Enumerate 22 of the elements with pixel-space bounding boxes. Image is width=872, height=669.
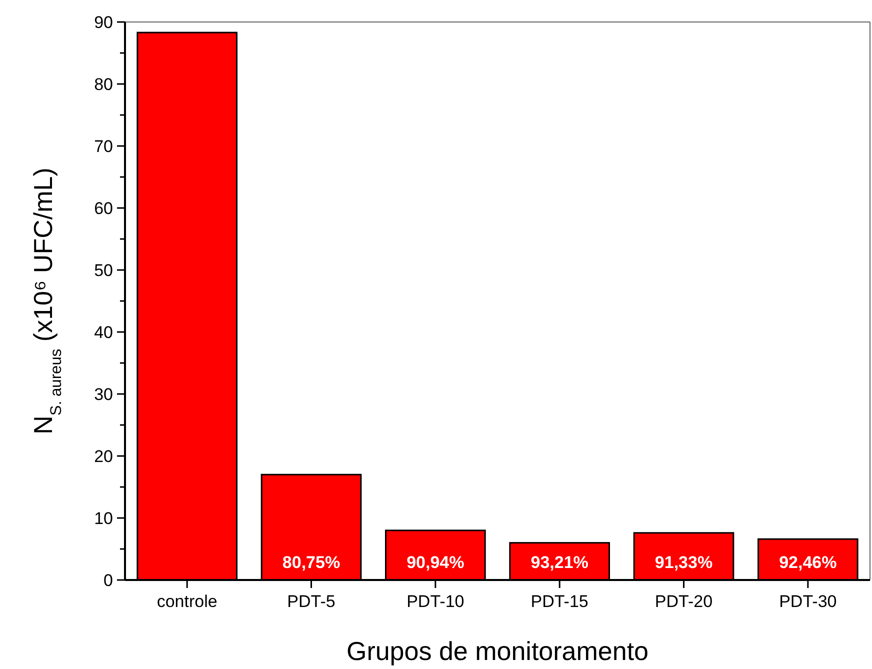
y-tick-label: 40 xyxy=(94,322,113,342)
annotation: 92,46% xyxy=(779,552,837,572)
annotation: 93,21% xyxy=(530,552,588,572)
annotation: 90,94% xyxy=(406,552,464,572)
x-tick-label: controle xyxy=(156,592,218,611)
y-tick-label: 80 xyxy=(94,74,113,94)
y-tick-label: 10 xyxy=(94,508,113,528)
y-tick-label: 0 xyxy=(104,570,113,590)
x-tick-label: PDT-20 xyxy=(654,592,713,611)
y-tick-label: 50 xyxy=(94,260,113,280)
x-tick-label: PDT-30 xyxy=(779,592,837,611)
annotation: 80,75% xyxy=(282,552,340,572)
x-tick-label: PDT-5 xyxy=(287,592,336,611)
y-tick-label: 90 xyxy=(94,12,113,32)
x-tick-label: PDT-15 xyxy=(530,592,588,611)
y-tick-label: 60 xyxy=(94,198,113,218)
annotation: 91,33% xyxy=(654,552,713,572)
y-tick-label: 20 xyxy=(94,446,113,466)
x-tick-label: PDT-10 xyxy=(406,592,464,611)
x-axis-title: Grupos de monitoramento xyxy=(346,636,649,666)
y-tick-label: 30 xyxy=(94,384,113,404)
y-tick-label: 70 xyxy=(94,136,113,156)
